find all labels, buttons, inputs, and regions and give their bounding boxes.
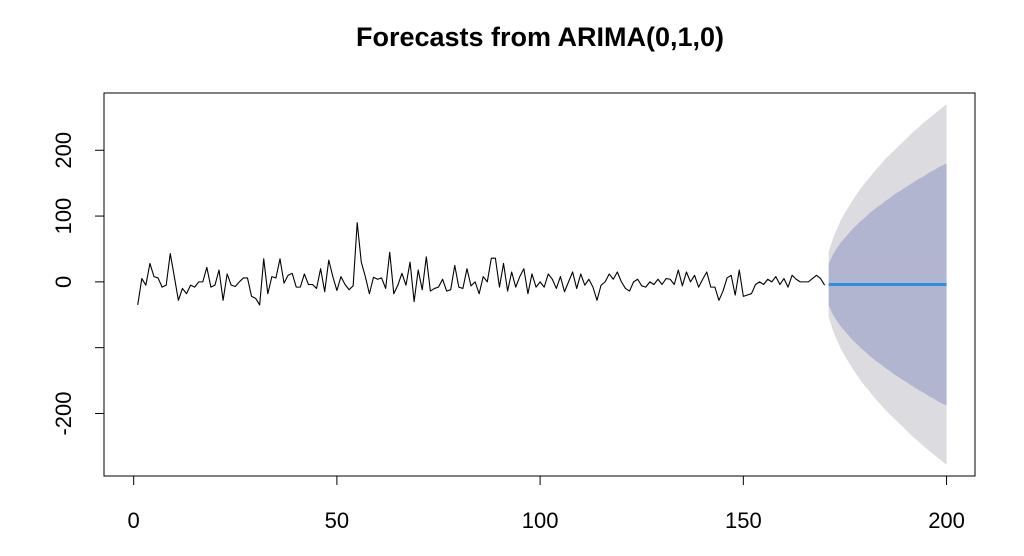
x-axis: 0 50 100 150 200 xyxy=(128,475,965,533)
y-tick-label: 200 xyxy=(51,132,76,169)
x-tick-label: 0 xyxy=(128,508,140,533)
x-tick-label: 200 xyxy=(928,508,965,533)
y-tick-label: -200 xyxy=(51,391,76,435)
x-tick-label: 50 xyxy=(325,508,349,533)
x-tick-label: 150 xyxy=(725,508,762,533)
y-axis: -200 0 100 200 xyxy=(51,132,105,436)
x-tick-label: 100 xyxy=(522,508,559,533)
chart-title: Forecasts from ARIMA(0,1,0) xyxy=(356,22,724,52)
y-tick-label: 100 xyxy=(51,198,76,235)
data-series xyxy=(137,222,947,306)
observed-series-line xyxy=(137,222,826,306)
y-tick-label: 0 xyxy=(51,276,76,288)
